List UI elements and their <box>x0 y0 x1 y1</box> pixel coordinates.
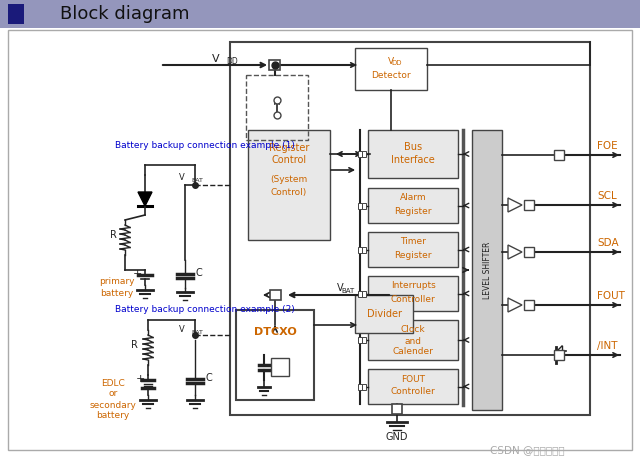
Text: (System: (System <box>270 175 308 184</box>
Bar <box>362 337 366 343</box>
Bar <box>362 151 366 157</box>
Text: Register: Register <box>394 250 432 259</box>
Text: FOUT: FOUT <box>401 375 425 383</box>
Bar <box>358 290 362 296</box>
Bar <box>472 130 502 410</box>
Text: Controller: Controller <box>390 294 435 304</box>
Text: Battery backup connection example (2): Battery backup connection example (2) <box>115 306 295 314</box>
Text: Control): Control) <box>271 188 307 198</box>
Bar <box>358 337 362 343</box>
Text: Bus: Bus <box>404 142 422 152</box>
Text: DD: DD <box>392 60 403 66</box>
Text: Block diagram: Block diagram <box>60 5 189 23</box>
Text: Detector: Detector <box>371 71 411 81</box>
Text: Interrupts: Interrupts <box>390 282 435 290</box>
Bar <box>368 369 458 404</box>
Bar <box>362 202 366 208</box>
Text: BAT: BAT <box>341 288 355 294</box>
Bar <box>269 60 280 70</box>
Bar <box>392 404 402 414</box>
Text: secondary: secondary <box>90 400 136 409</box>
Text: Battery backup connection example (1): Battery backup connection example (1) <box>115 140 295 150</box>
Bar <box>524 247 534 257</box>
Bar <box>248 130 330 240</box>
Text: Calender: Calender <box>392 348 433 357</box>
Bar <box>368 130 458 178</box>
Bar <box>362 290 366 296</box>
Bar <box>368 276 458 311</box>
Text: +: + <box>135 374 145 384</box>
Text: Register: Register <box>394 206 432 215</box>
Text: Controller: Controller <box>390 388 435 396</box>
Text: GND: GND <box>386 432 408 442</box>
Text: /INT: /INT <box>597 341 618 351</box>
Bar <box>236 310 314 400</box>
Bar <box>355 48 427 90</box>
Text: EDLC: EDLC <box>101 378 125 388</box>
Bar <box>358 246 362 252</box>
Bar <box>358 151 362 157</box>
Bar <box>362 246 366 252</box>
Polygon shape <box>138 192 152 206</box>
Text: Timer: Timer <box>400 238 426 246</box>
Text: LEVEL SHIFTER: LEVEL SHIFTER <box>483 241 492 299</box>
Text: CSDN @不吃鱼的羊: CSDN @不吃鱼的羊 <box>490 445 564 455</box>
Polygon shape <box>508 198 522 212</box>
Bar <box>524 200 534 210</box>
Text: Interface: Interface <box>391 155 435 165</box>
Text: or: or <box>108 389 118 399</box>
Bar <box>271 358 289 376</box>
Bar <box>8 4 24 24</box>
Polygon shape <box>508 298 522 312</box>
Bar <box>358 383 362 389</box>
Bar <box>362 383 366 389</box>
Bar <box>270 290 281 300</box>
Text: C: C <box>196 268 202 278</box>
Text: V: V <box>388 56 394 65</box>
Text: FOE: FOE <box>597 141 618 151</box>
Bar <box>355 295 413 333</box>
Text: battery: battery <box>100 288 134 298</box>
Text: Alarm: Alarm <box>400 194 426 202</box>
Text: DTCXO: DTCXO <box>253 327 296 337</box>
Bar <box>368 188 458 223</box>
Text: V: V <box>179 174 185 182</box>
Text: Divider: Divider <box>367 309 401 319</box>
Text: battery: battery <box>97 412 130 420</box>
Bar <box>554 350 564 360</box>
Text: R: R <box>131 340 138 350</box>
Text: Clock: Clock <box>401 325 426 334</box>
Text: R: R <box>109 230 116 240</box>
Text: SCL: SCL <box>597 191 617 201</box>
Text: DD: DD <box>226 57 237 67</box>
Bar <box>230 42 590 415</box>
Polygon shape <box>508 245 522 259</box>
Text: +: + <box>132 269 141 279</box>
Bar <box>0 0 640 28</box>
Bar <box>358 202 362 208</box>
Text: C: C <box>205 373 212 383</box>
Text: Control: Control <box>271 155 307 165</box>
Text: SDA: SDA <box>597 238 619 248</box>
Text: FOUT: FOUT <box>597 291 625 301</box>
Bar <box>368 320 458 360</box>
Text: V: V <box>212 54 220 64</box>
Text: primary: primary <box>99 277 135 287</box>
Text: and: and <box>404 337 422 345</box>
Bar <box>554 150 564 160</box>
Bar <box>524 300 534 310</box>
Bar <box>368 232 458 267</box>
Text: Register: Register <box>269 143 309 153</box>
Text: BAT: BAT <box>191 179 203 183</box>
Text: BAT: BAT <box>191 330 203 334</box>
Bar <box>246 75 308 140</box>
Text: V: V <box>179 325 185 333</box>
Text: V: V <box>337 283 343 293</box>
